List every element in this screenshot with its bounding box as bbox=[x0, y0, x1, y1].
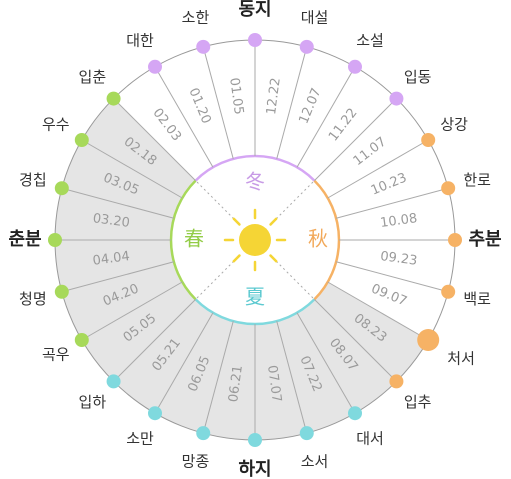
term-name: 처서 bbox=[447, 350, 475, 368]
term-dot bbox=[389, 91, 404, 106]
term-date: 01.20 bbox=[185, 86, 213, 126]
term-dot bbox=[248, 433, 262, 447]
term-dot bbox=[148, 59, 162, 74]
term-date: 11.07 bbox=[351, 134, 390, 169]
sector-line bbox=[314, 299, 397, 382]
term-name: 한로 bbox=[463, 171, 491, 189]
term-dot bbox=[421, 133, 436, 147]
term-name: 하지 bbox=[238, 459, 271, 479]
term-name: 입하 bbox=[79, 393, 107, 411]
term-date: 12.22 bbox=[264, 77, 284, 116]
term-date: 12.07 bbox=[296, 86, 324, 126]
term-dot bbox=[74, 133, 89, 147]
wheel bbox=[54, 39, 456, 441]
term-date: 07.07 bbox=[264, 364, 284, 403]
term-name: 입추 bbox=[404, 393, 432, 411]
term-dot bbox=[74, 333, 89, 347]
shaded-sector bbox=[54, 98, 429, 441]
term-dot bbox=[196, 39, 211, 54]
term-dot bbox=[106, 91, 121, 106]
sector-line bbox=[296, 66, 356, 168]
sector-line bbox=[113, 98, 196, 181]
term-name: 입동 bbox=[404, 68, 432, 86]
sector-line bbox=[113, 299, 196, 382]
sector-line bbox=[202, 46, 234, 159]
term-dot bbox=[54, 284, 69, 299]
season-left: 春 bbox=[184, 227, 204, 251]
sun-ray bbox=[269, 254, 278, 263]
sector-line bbox=[314, 98, 397, 181]
term-name: 곡우 bbox=[42, 346, 70, 364]
term-name: 소한 bbox=[182, 8, 210, 26]
sun bbox=[239, 224, 271, 256]
term-dot bbox=[299, 39, 314, 54]
sector-line bbox=[336, 187, 449, 219]
term-name: 소만 bbox=[126, 430, 154, 448]
term-date: 10.23 bbox=[369, 170, 409, 198]
term-dot bbox=[148, 406, 162, 421]
term-dot bbox=[441, 284, 456, 299]
term-name: 추분 bbox=[468, 229, 501, 250]
term-date: 01.05 bbox=[226, 77, 246, 116]
term-date: 11.22 bbox=[326, 106, 361, 145]
term-name: 대한 bbox=[126, 31, 154, 49]
term-name: 소설 bbox=[356, 31, 384, 49]
term-name: 대서 bbox=[356, 430, 384, 448]
sector-line bbox=[154, 66, 214, 168]
term-dot bbox=[248, 33, 262, 47]
term-date: 09.23 bbox=[379, 249, 418, 269]
divider bbox=[275, 260, 315, 300]
term-dot bbox=[389, 374, 404, 389]
sector-line bbox=[327, 139, 429, 199]
sector-line bbox=[61, 187, 174, 219]
term-name: 소서 bbox=[301, 453, 329, 471]
sector-line bbox=[276, 321, 308, 434]
term-name: 상강 bbox=[440, 116, 468, 134]
term-name: 백로 bbox=[463, 290, 491, 308]
sector-line bbox=[202, 321, 234, 434]
sun-ray bbox=[232, 217, 241, 226]
term-name: 망종 bbox=[182, 453, 210, 471]
sun-ray bbox=[269, 217, 278, 226]
divider bbox=[195, 260, 235, 300]
term-name: 입춘 bbox=[79, 68, 107, 86]
term-dot bbox=[54, 181, 69, 196]
sun-ray bbox=[232, 254, 241, 263]
sector-line bbox=[154, 312, 214, 414]
term-date: 02.03 bbox=[149, 106, 184, 145]
sector-line bbox=[61, 261, 174, 293]
term-dot bbox=[348, 59, 362, 74]
term-dot bbox=[48, 233, 62, 247]
sector-line bbox=[327, 281, 429, 341]
sector-line bbox=[276, 46, 308, 159]
season-right: 秋 bbox=[308, 227, 328, 251]
sector-line bbox=[81, 281, 183, 341]
sector-line bbox=[296, 312, 356, 414]
term-dot bbox=[417, 329, 440, 351]
term-dot bbox=[196, 426, 211, 441]
term-dot bbox=[106, 374, 121, 389]
term-name: 동지 bbox=[238, 0, 271, 20]
term-date: 04.04 bbox=[92, 249, 131, 269]
season-top: 冬 bbox=[245, 170, 265, 194]
sector-line bbox=[336, 261, 449, 293]
divider bbox=[195, 180, 235, 220]
season-bottom: 夏 bbox=[245, 285, 265, 309]
term-dot bbox=[441, 181, 456, 196]
term-date: 06.21 bbox=[226, 364, 246, 403]
term-name: 경칩 bbox=[19, 171, 47, 189]
term-name: 춘분 bbox=[8, 229, 41, 250]
term-date: 10.08 bbox=[379, 211, 418, 231]
term-date: 09.07 bbox=[369, 281, 409, 309]
term-name: 청명 bbox=[19, 290, 47, 308]
divider bbox=[275, 180, 315, 220]
term-dot bbox=[299, 426, 314, 441]
term-name: 대설 bbox=[301, 8, 329, 26]
term-date: 03.20 bbox=[92, 211, 131, 231]
term-dot bbox=[348, 406, 362, 421]
sector-line bbox=[81, 139, 183, 199]
term-dot bbox=[448, 233, 462, 247]
term-name: 우수 bbox=[42, 116, 70, 134]
